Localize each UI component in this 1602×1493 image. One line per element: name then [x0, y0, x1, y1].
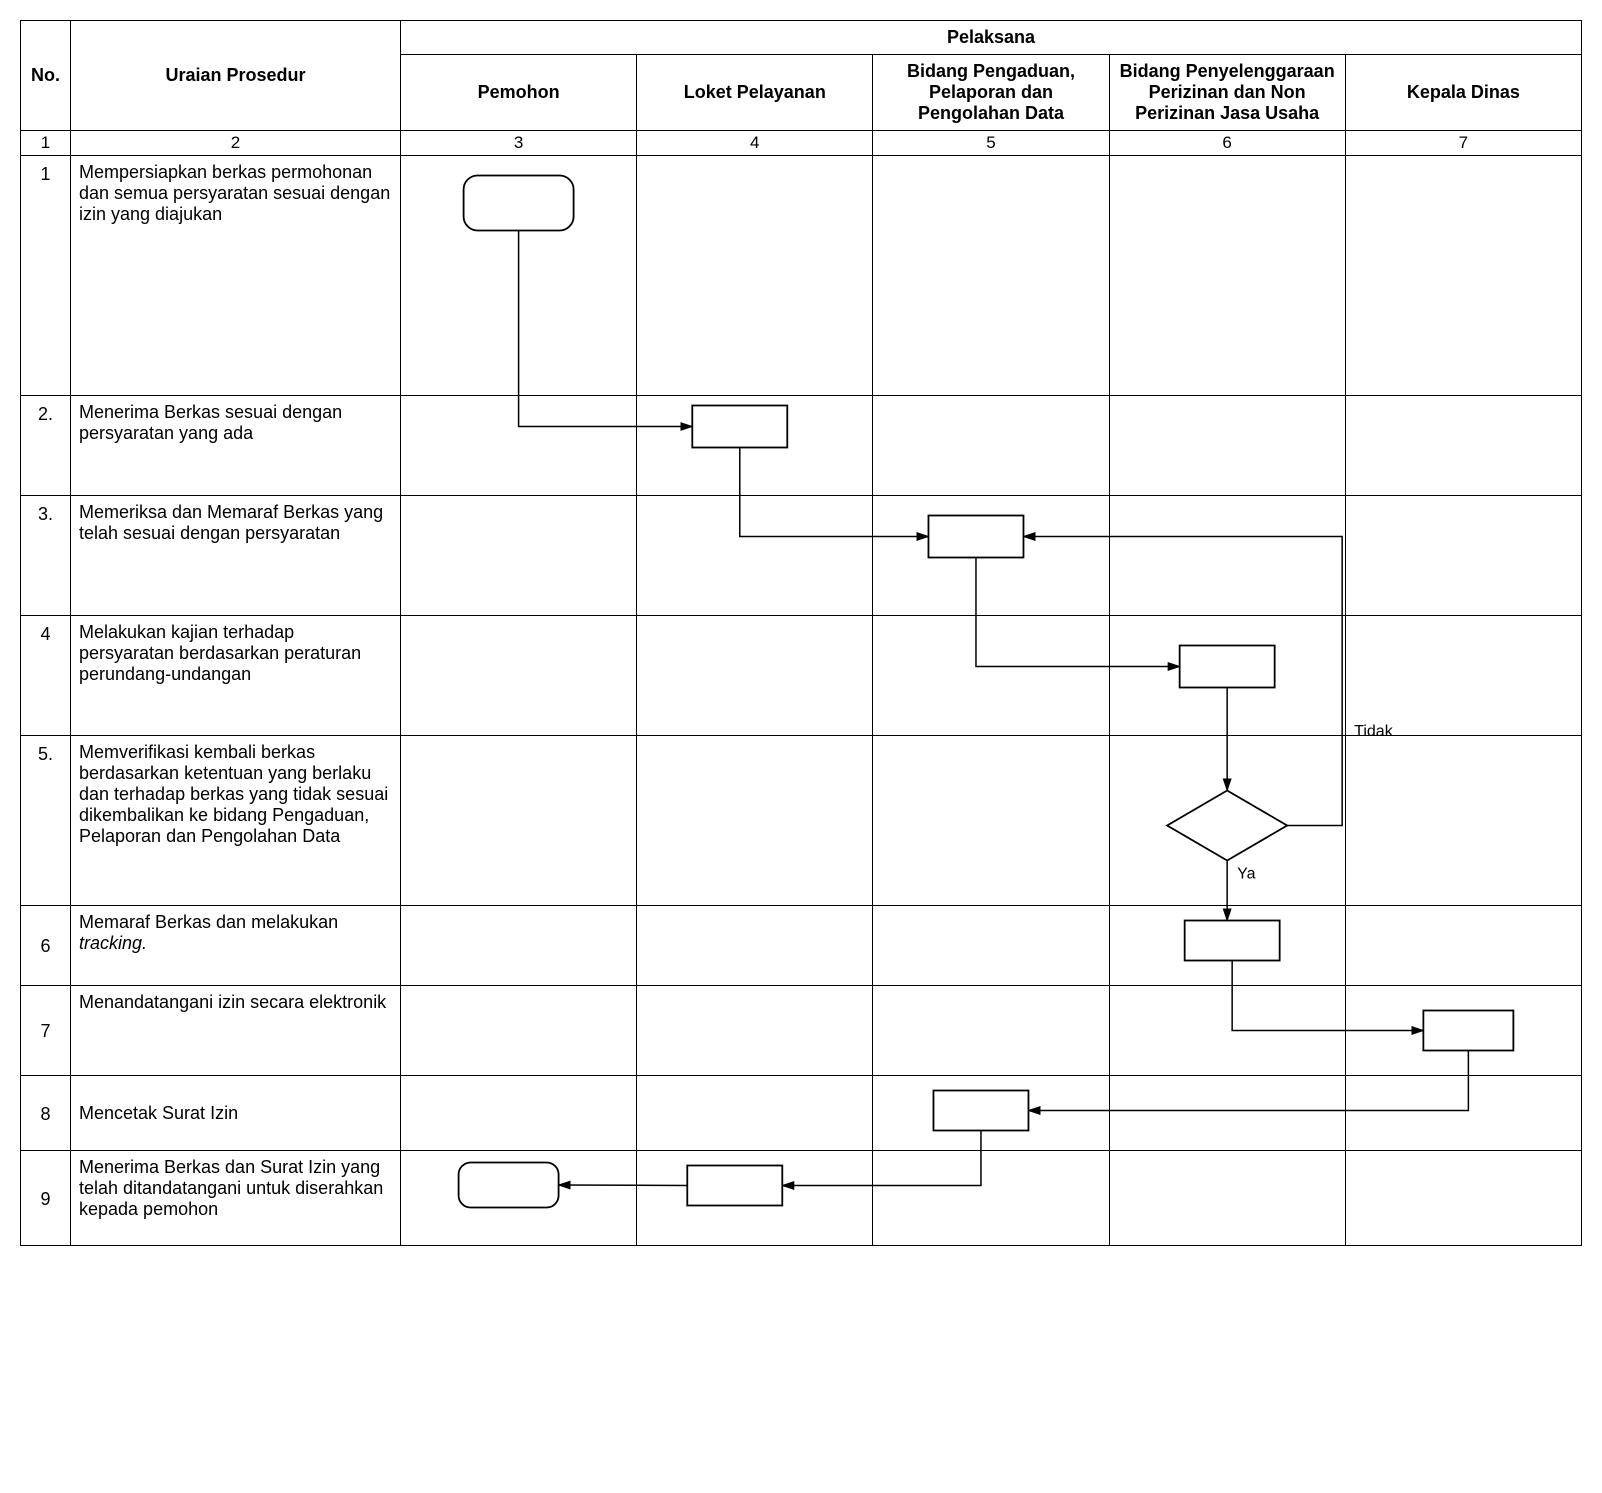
column-number: 2: [71, 131, 401, 156]
lane-cell: [401, 986, 637, 1076]
lane-cell: [1109, 1151, 1345, 1246]
lane-cell: [637, 986, 873, 1076]
lane-cell: [873, 396, 1109, 496]
lane-cell: [637, 1076, 873, 1151]
table-row: 7Menandatangani izin secara elektronik: [21, 986, 1582, 1076]
column-number: 6: [1109, 131, 1345, 156]
row-description: Memeriksa dan Memaraf Berkas yang telah …: [71, 496, 401, 616]
table-row: 5.Memverifikasi kembali berkas berdasark…: [21, 736, 1582, 906]
column-number: 5: [873, 131, 1109, 156]
table-row: 4Melakukan kajian terhadap persyaratan b…: [21, 616, 1582, 736]
lane-cell: [1345, 156, 1581, 396]
lane-cell: [401, 1151, 637, 1246]
row-description: Mempersiapkan berkas permohonan dan semu…: [71, 156, 401, 396]
header-uraian: Uraian Prosedur: [71, 21, 401, 131]
table-row: 2.Menerima Berkas sesuai dengan persyara…: [21, 396, 1582, 496]
row-description: Menerima Berkas dan Surat Izin yang tela…: [71, 1151, 401, 1246]
lane-cell: [637, 396, 873, 496]
lane-cell: [637, 496, 873, 616]
lane-cell: [873, 616, 1109, 736]
column-number: 3: [401, 131, 637, 156]
lane-cell: [1109, 986, 1345, 1076]
lane-cell: [1345, 736, 1581, 906]
column-number: 4: [637, 131, 873, 156]
lane-cell: [637, 906, 873, 986]
lane-cell: [1345, 986, 1581, 1076]
lane-cell: [873, 736, 1109, 906]
lane-cell: [873, 156, 1109, 396]
table-row: 8Mencetak Surat Izin: [21, 1076, 1582, 1151]
header-actor: Loket Pelayanan: [637, 55, 873, 131]
row-description: Menandatangani izin secara elektronik: [71, 986, 401, 1076]
table-header: No. Uraian Prosedur Pelaksana PemohonLok…: [21, 21, 1582, 156]
lane-cell: [401, 396, 637, 496]
row-description: Menerima Berkas sesuai dengan persyarata…: [71, 396, 401, 496]
lane-cell: [1109, 736, 1345, 906]
lane-cell: [1109, 906, 1345, 986]
lane-cell: [637, 156, 873, 396]
header-pelaksana: Pelaksana: [401, 21, 1582, 55]
header-no: No.: [21, 21, 71, 131]
lane-cell: [1345, 906, 1581, 986]
lane-cell: [1109, 396, 1345, 496]
lane-cell: [1345, 396, 1581, 496]
lane-cell: [1345, 496, 1581, 616]
lane-cell: [637, 1151, 873, 1246]
lane-cell: [1109, 156, 1345, 396]
header-actor: Kepala Dinas: [1345, 55, 1581, 131]
row-number: 4: [21, 616, 71, 736]
lane-cell: [401, 496, 637, 616]
table-row: 6Memaraf Berkas dan melakukan tracking.: [21, 906, 1582, 986]
lane-cell: [873, 1151, 1109, 1246]
lane-cell: [637, 736, 873, 906]
lane-cell: [1109, 1076, 1345, 1151]
row-number: 5.: [21, 736, 71, 906]
lane-cell: [401, 1076, 637, 1151]
row-number: 1: [21, 156, 71, 396]
column-number: 7: [1345, 131, 1581, 156]
row-number: 8: [21, 1076, 71, 1151]
header-actor: Bidang Penyelenggaraan Perizinan dan Non…: [1109, 55, 1345, 131]
row-description: Memverifikasi kembali berkas berdasarkan…: [71, 736, 401, 906]
lane-cell: [401, 156, 637, 396]
header-actor: Pemohon: [401, 55, 637, 131]
row-number: 6: [21, 906, 71, 986]
lane-cell: [1345, 616, 1581, 736]
lane-cell: [1109, 616, 1345, 736]
row-number: 7: [21, 986, 71, 1076]
header-actor: Bidang Pengaduan, Pelaporan dan Pengolah…: [873, 55, 1109, 131]
procedure-table: No. Uraian Prosedur Pelaksana PemohonLok…: [20, 20, 1582, 1246]
row-number: 9: [21, 1151, 71, 1246]
lane-cell: [873, 986, 1109, 1076]
lane-cell: [401, 736, 637, 906]
lane-cell: [873, 906, 1109, 986]
lane-cell: [1109, 496, 1345, 616]
row-description: Memaraf Berkas dan melakukan tracking.: [71, 906, 401, 986]
table-row: 3.Memeriksa dan Memaraf Berkas yang tela…: [21, 496, 1582, 616]
table-row: 1Mempersiapkan berkas permohonan dan sem…: [21, 156, 1582, 396]
lane-cell: [1345, 1151, 1581, 1246]
lane-cell: [401, 906, 637, 986]
lane-cell: [637, 616, 873, 736]
row-description: Mencetak Surat Izin: [71, 1076, 401, 1151]
column-number: 1: [21, 131, 71, 156]
table-row: 9Menerima Berkas dan Surat Izin yang tel…: [21, 1151, 1582, 1246]
lane-cell: [873, 1076, 1109, 1151]
row-number: 3.: [21, 496, 71, 616]
lane-cell: [401, 616, 637, 736]
row-number: 2.: [21, 396, 71, 496]
row-description: Melakukan kajian terhadap persyaratan be…: [71, 616, 401, 736]
lane-cell: [873, 496, 1109, 616]
lane-cell: [1345, 1076, 1581, 1151]
